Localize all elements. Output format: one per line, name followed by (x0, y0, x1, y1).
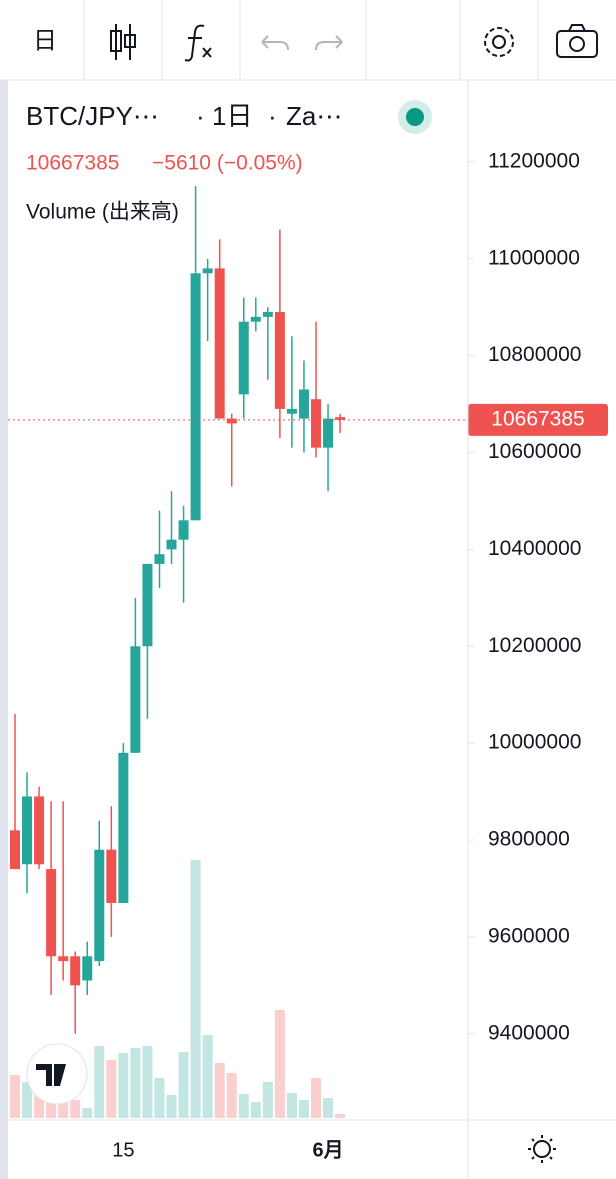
y-tick-label: 10800000 (488, 343, 581, 366)
volume-bar (34, 1086, 45, 1118)
candle-body (118, 752, 129, 903)
candle-body (34, 796, 45, 865)
volume-bar (106, 1060, 117, 1118)
volume-label: Volume (出来高) (26, 201, 179, 224)
volume-bar (178, 1052, 189, 1118)
candle-body (70, 956, 81, 986)
chart-type-button[interactable] (110, 24, 136, 60)
volume-bar (190, 860, 201, 1118)
y-tick-label: 10400000 (488, 537, 581, 560)
candle-body (286, 408, 297, 414)
y-tick-label: 11200000 (488, 149, 580, 172)
candle-body (274, 312, 285, 409)
candle-body (142, 563, 153, 647)
snapshot-button[interactable] (556, 24, 598, 58)
last-price-tag-label: 10667385 (491, 407, 584, 430)
undo-redo[interactable] (261, 35, 343, 51)
candle-body (250, 316, 261, 322)
volume-bar (311, 1078, 321, 1118)
last-price-tag (468, 403, 608, 436)
plot: 9400000 9600000 9800000 10000000 10200000 104… (8, 149, 608, 1161)
candle-body (82, 956, 93, 981)
volume-bar (262, 1082, 273, 1118)
y-tick-label: 9800000 (488, 828, 570, 851)
volume-bar (154, 1078, 165, 1118)
logo (26, 1043, 88, 1105)
volume-bar (22, 1082, 33, 1118)
separator: · (196, 101, 205, 131)
volume-bar (274, 1010, 285, 1118)
candle-body (298, 389, 309, 419)
candle-body (214, 268, 225, 419)
volume-bar (335, 1114, 346, 1118)
y-tick-label: 10000000 (488, 731, 581, 754)
volume-bar (10, 1075, 20, 1118)
status-dot (406, 108, 424, 126)
candle-body (22, 796, 33, 865)
candle-body (226, 418, 237, 424)
candle-body (262, 312, 273, 317)
x-tick-label: 15 (112, 1139, 134, 1161)
candle-body (106, 849, 117, 903)
volume-bar (298, 1100, 309, 1118)
interval: 1日 (212, 101, 252, 131)
y-tick-label: 10200000 (488, 634, 581, 657)
volume-bar (58, 1100, 69, 1118)
candle-body (130, 646, 141, 753)
y-tick-label: 10600000 (488, 440, 581, 463)
candle-body (46, 869, 57, 957)
side-strip (0, 80, 8, 1179)
volume-bar (286, 1093, 297, 1118)
settings-button[interactable] (484, 27, 514, 57)
interval-button[interactable]: 日 (33, 27, 57, 54)
indicators-button[interactable] (184, 24, 212, 62)
candle-body (154, 554, 165, 564)
volume-bar (142, 1046, 153, 1118)
candle-body (58, 956, 69, 962)
price-change: −5610 (−0.05%) (152, 152, 303, 175)
volume-bar (70, 1100, 81, 1118)
candle-body (335, 417, 346, 420)
toolbar (0, 0, 616, 81)
volume-bar (46, 1098, 57, 1118)
candle-body (238, 321, 249, 395)
candle-body (166, 539, 177, 550)
volume-bar (238, 1094, 249, 1118)
volume-bar (226, 1073, 237, 1118)
volume-bar (166, 1095, 177, 1118)
candle-body (202, 268, 213, 274)
volume-bar (130, 1048, 141, 1118)
candle-body (10, 830, 20, 870)
last-price: 10667385 (26, 152, 119, 175)
exchange: Za⋯ (286, 101, 342, 131)
symbol: BTC/JPY⋯ (26, 101, 159, 131)
y-tick-label: 9400000 (488, 1021, 570, 1044)
volume-bar (323, 1098, 334, 1118)
candle-body (311, 399, 321, 448)
volume-bar (202, 1035, 213, 1118)
candle-body (323, 418, 334, 448)
y-tick-label: 11000000 (488, 246, 580, 269)
separator: · (268, 101, 277, 131)
volume-bar (250, 1102, 261, 1118)
volume-bar (94, 1046, 105, 1118)
y-tick-label: 9600000 (488, 924, 570, 947)
theme-button[interactable] (528, 1135, 556, 1163)
candle-body (94, 849, 105, 962)
volume-bar (118, 1053, 129, 1118)
candle-body (178, 520, 189, 540)
volume-bar (82, 1108, 93, 1118)
volume-bar (214, 1063, 225, 1118)
candle-body (190, 273, 201, 521)
x-tick-label: 6月 (312, 1139, 343, 1161)
